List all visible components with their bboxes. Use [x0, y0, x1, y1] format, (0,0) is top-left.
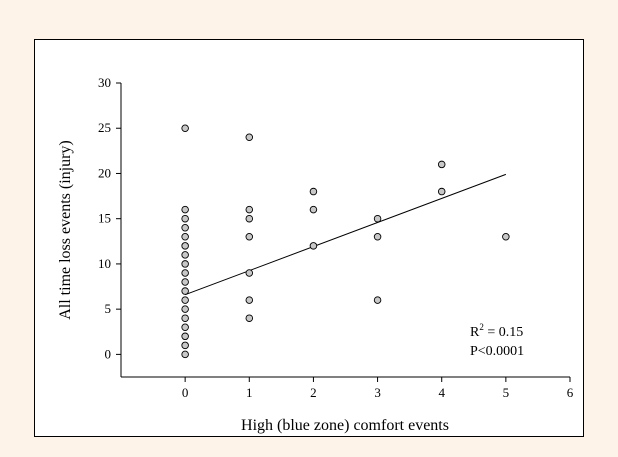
data-point — [181, 223, 189, 232]
x-tick-label: 0 — [182, 385, 189, 400]
x-tick-label: 1 — [246, 385, 253, 400]
data-point — [245, 233, 254, 241]
y-tick-label: 5 — [105, 301, 112, 316]
y-tick-label: 20 — [98, 165, 111, 180]
data-point — [181, 269, 189, 277]
data-point — [245, 314, 254, 322]
data-point — [309, 187, 318, 196]
data-point — [181, 323, 189, 331]
data-point — [437, 160, 446, 169]
r-squared-annotation: R2 = 0.15 — [470, 322, 523, 340]
data-point — [181, 214, 189, 223]
y-tick-label: 0 — [105, 346, 112, 361]
x-tick-label: 6 — [567, 385, 574, 400]
x-ticks: 0 1 2 3 4 5 6 — [182, 377, 574, 400]
data-point — [309, 242, 318, 250]
data-point — [373, 296, 382, 304]
y-tick-label: 25 — [98, 120, 111, 135]
x-tick-label: 3 — [374, 385, 381, 400]
y-axis-label: All time loss events (injury) — [57, 140, 74, 320]
data-point — [181, 260, 189, 268]
data-point — [181, 314, 189, 322]
x-tick-label: 2 — [310, 385, 317, 400]
data-point — [502, 233, 510, 241]
regression-line — [184, 173, 507, 296]
y-ticks: 0 5 10 15 20 25 30 — [98, 75, 121, 361]
data-point — [181, 242, 189, 250]
x-tick-label: 4 — [438, 385, 445, 400]
data-point — [181, 278, 189, 286]
data-point — [373, 233, 382, 241]
data-point — [181, 287, 189, 295]
data-point — [181, 350, 189, 359]
data-point — [309, 205, 318, 214]
data-point — [181, 233, 189, 241]
x-tick-label: 5 — [503, 385, 510, 400]
p-value-annotation: P<0.0001 — [470, 344, 524, 359]
y-tick-label: 30 — [98, 75, 111, 90]
r2-value: = 0.15 — [484, 325, 523, 340]
data-point — [373, 214, 382, 223]
data-point — [245, 133, 254, 142]
data-point — [181, 341, 189, 350]
y-tick-label: 10 — [98, 256, 111, 271]
figure-frame — [34, 39, 584, 437]
data-point — [245, 269, 254, 277]
data-point — [181, 305, 189, 313]
data-point — [181, 332, 189, 341]
data-point — [245, 205, 254, 214]
data-point — [437, 187, 446, 196]
data-point — [181, 296, 189, 304]
x-axis-label: High (blue zone) comfort events — [241, 417, 449, 434]
data-point — [181, 251, 189, 259]
r2-base: R — [470, 325, 480, 340]
y-tick-label: 15 — [98, 211, 111, 226]
data-point — [181, 205, 189, 214]
data-point — [245, 296, 254, 304]
data-point — [245, 214, 254, 223]
r2-superscript: 2 — [479, 322, 484, 332]
data-points — [181, 124, 510, 359]
data-point — [181, 124, 189, 132]
